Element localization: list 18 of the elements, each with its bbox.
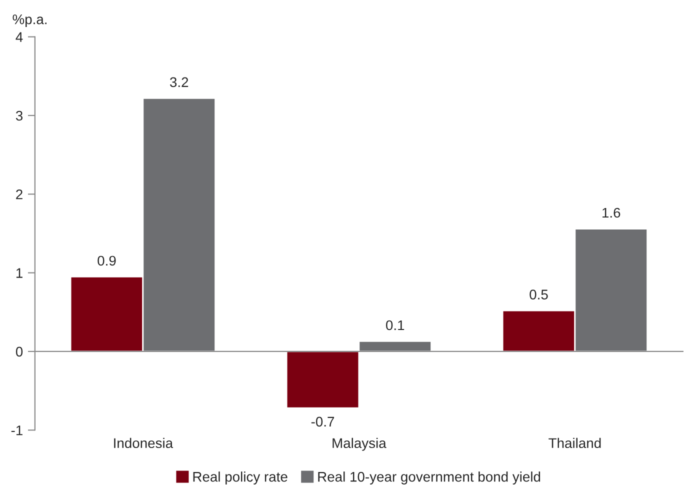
legend-label: Real 10-year government bond yield [318,472,540,484]
y-tick-label: 3 [16,110,23,121]
data-label: 0.9 [98,256,116,266]
x-tick-label: Indonesia [114,438,174,448]
y-tick-label: 0 [16,346,23,357]
data-label: 3.2 [170,77,188,88]
y-tick-label: 4 [16,32,23,42]
x-tick-label: Thailand [548,438,601,448]
x-tick-label: Malaysia [332,438,386,451]
data-label: 0.1 [386,320,404,330]
data-label: 0.5 [530,290,548,300]
y-axis-title: %p.a. [12,14,47,27]
legend-label: Real policy rate [193,472,288,484]
y-tick-label: 2 [16,189,22,200]
y-tick-label: 1 [16,268,22,278]
data-label: -0.7 [311,416,334,427]
y-tick-label: -1 [11,426,22,436]
data-label: 1.6 [602,208,620,218]
